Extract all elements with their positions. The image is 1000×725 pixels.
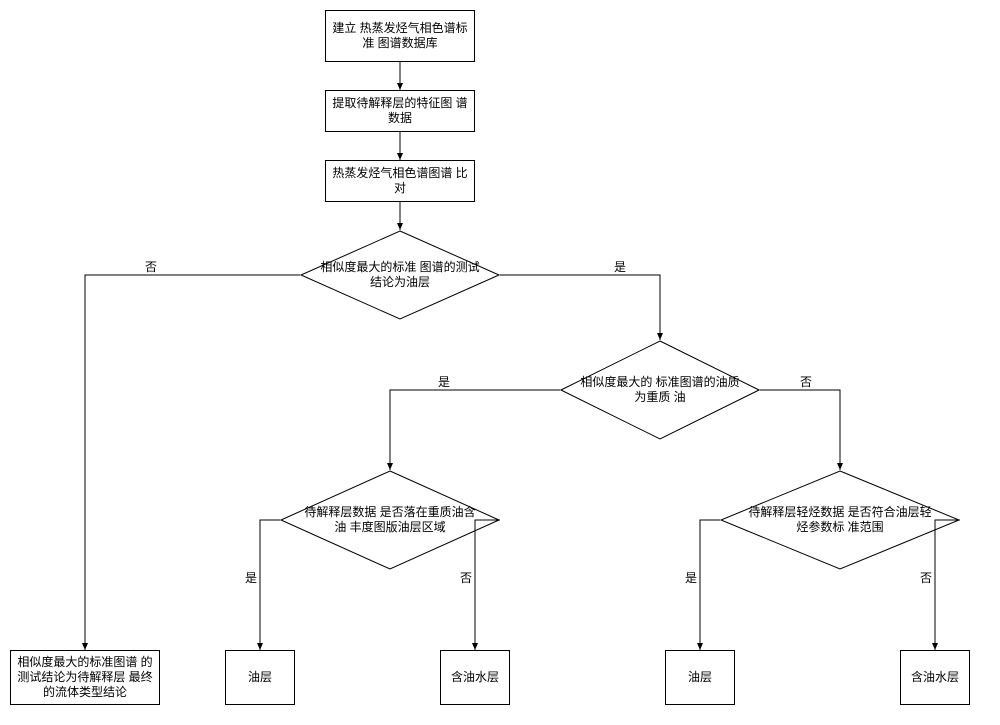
terminal-oil-1: 油层	[225, 650, 295, 705]
decision-label: 待解释层轻烃数据 是否符合油层轻烃参数标 准范围	[744, 505, 936, 535]
process-label: 热蒸发烃气相色谱图谱 比对	[330, 166, 470, 196]
edge-label-yes: 是	[614, 261, 626, 273]
terminal-label: 含油水层	[911, 670, 959, 685]
decision-oil-layer: 相似度最大的标准 图谱的测试结论为油层	[300, 230, 500, 320]
decision-light-range: 待解释层轻烃数据 是否符合油层轻烃参数标 准范围	[720, 470, 960, 570]
terminal-label: 油层	[688, 670, 712, 685]
terminal-label: 含油水层	[451, 670, 499, 685]
terminal-oil-2: 油层	[665, 650, 735, 705]
edge-label-yes: 是	[245, 572, 257, 584]
terminal-conclusion: 相似度最大的标准图谱 的测试结论为待解释层 最终的流体类型结论	[10, 650, 160, 705]
terminal-oilwater-1: 含油水层	[440, 650, 510, 705]
process-label: 建立 热蒸发烃气相色谱标准 图谱数据库	[330, 21, 470, 51]
process-compare: 热蒸发烃气相色谱图谱 比对	[325, 160, 475, 202]
flow-connectors	[0, 0, 1000, 725]
edge-label-yes: 是	[438, 376, 450, 388]
edge-label-no: 否	[920, 572, 932, 584]
edge-label-yes: 是	[685, 572, 697, 584]
decision-heavy-oil: 相似度最大的 标准图谱的油质为重质 油	[560, 340, 760, 440]
decision-label: 相似度最大的 标准图谱的油质为重质 油	[580, 375, 740, 405]
edge-label-no: 否	[460, 572, 472, 584]
decision-label: 相似度最大的标准 图谱的测试结论为油层	[320, 260, 480, 290]
terminal-oilwater-2: 含油水层	[900, 650, 970, 705]
process-build-db: 建立 热蒸发烃气相色谱标准 图谱数据库	[325, 10, 475, 62]
edge-label-no: 否	[800, 376, 812, 388]
terminal-label: 相似度最大的标准图谱 的测试结论为待解释层 最终的流体类型结论	[15, 655, 155, 700]
decision-heavy-region: 待解释层数据 是否落在重质油含油 丰度图版油层区域	[280, 470, 500, 570]
process-label: 提取待解释层的特征图 谱数据	[330, 96, 470, 126]
edge-label-no: 否	[145, 261, 157, 273]
process-extract-feature: 提取待解释层的特征图 谱数据	[325, 90, 475, 132]
decision-label: 待解释层数据 是否落在重质油含油 丰度图版油层区域	[302, 505, 478, 535]
terminal-label: 油层	[248, 670, 272, 685]
